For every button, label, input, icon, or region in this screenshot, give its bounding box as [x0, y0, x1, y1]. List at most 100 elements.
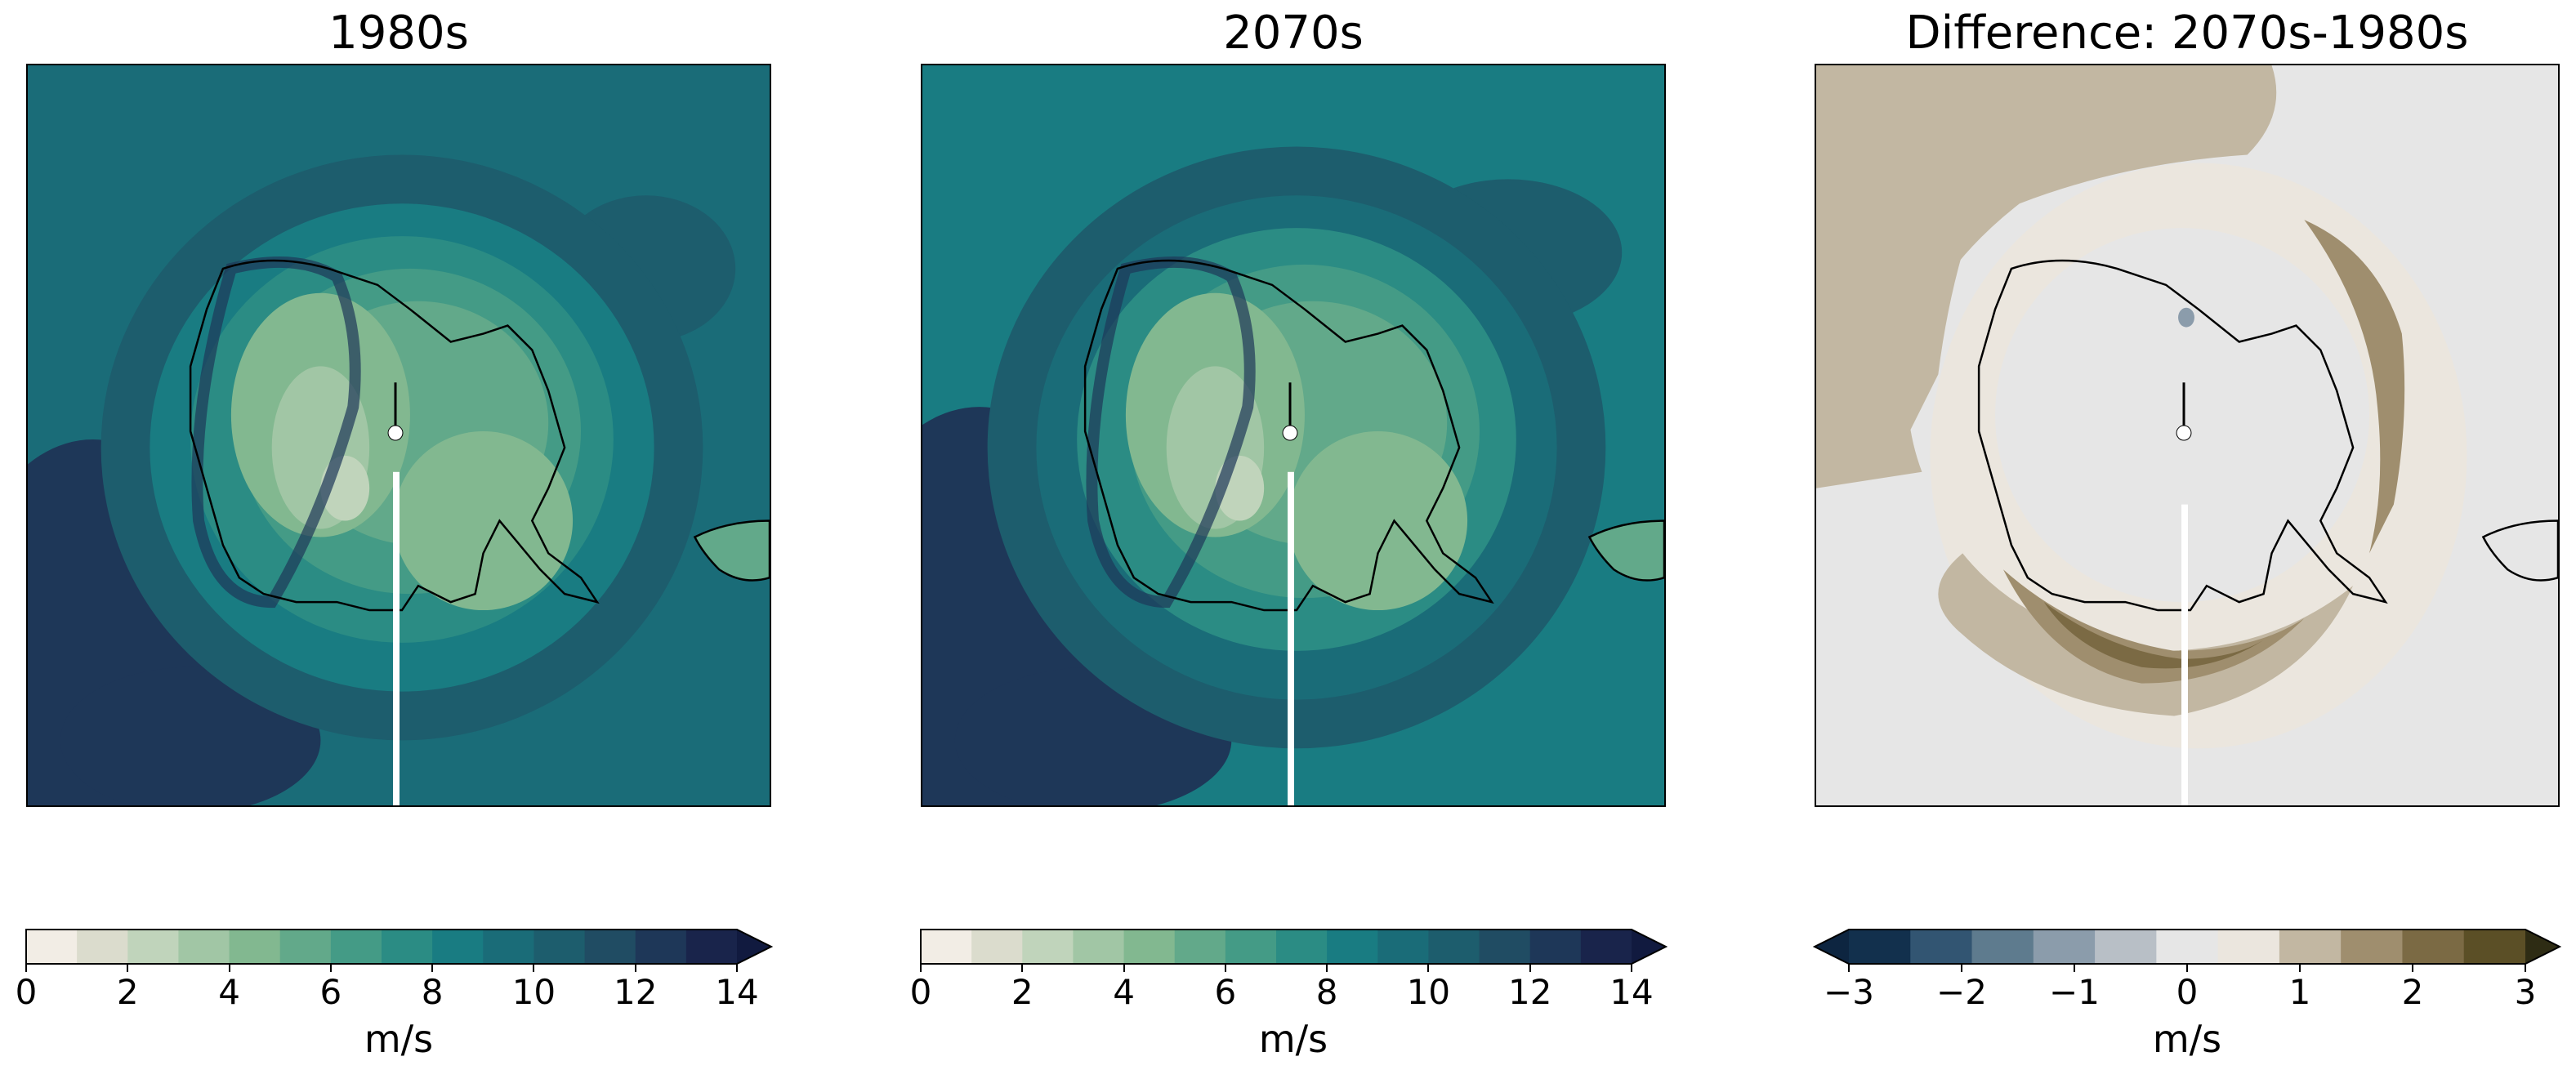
colorbar-tick-label: −2	[1936, 972, 1987, 1012]
colorbar-segment	[2156, 930, 2219, 964]
colorbar-segment	[229, 930, 281, 964]
colorbar-segment	[1849, 930, 1911, 964]
colorbar-tick-mark	[431, 964, 434, 972]
colorbar-segment	[1073, 930, 1125, 964]
colorbar-tick-label: 12	[1507, 972, 1552, 1012]
colorbar-segment	[483, 930, 534, 964]
colorbar-tick-mark	[736, 964, 738, 972]
colorbar-segment	[1174, 930, 1226, 964]
colorbar-tick-label: 4	[218, 972, 240, 1012]
colorbar-tick-mark	[127, 964, 129, 972]
colorbar-segment	[1276, 930, 1328, 964]
colorbar-tick-label: 8	[421, 972, 444, 1012]
colorbar-segment	[26, 930, 78, 964]
colorbar-segment	[178, 930, 230, 964]
colorbar-tick-label: 6	[1214, 972, 1237, 1012]
panel-title-1980s: 1980s	[328, 7, 469, 60]
colorbar-tick-label: 0	[909, 972, 932, 1012]
colorbar-tick-mark	[533, 964, 535, 972]
colorbar-segment	[1225, 930, 1277, 964]
colorbar-segment	[1377, 930, 1429, 964]
colorbar-tick-label: 14	[1609, 972, 1654, 1012]
colorbar-segment	[2341, 930, 2403, 964]
colorbar-tick-label: 2	[1011, 972, 1034, 1012]
colorbar-tick-mark	[329, 964, 332, 972]
colorbar-tick-label: 4	[1113, 972, 1135, 1012]
colorbar-extend-max	[1632, 930, 1666, 964]
colorbar-segment	[330, 930, 382, 964]
wind-speed-map-2070s	[921, 64, 1666, 807]
colorbar-tick-label: 3	[2514, 972, 2537, 1012]
colorbar	[920, 929, 1668, 965]
colorbar-tick-label: 2	[2401, 972, 2424, 1012]
colorbar-tick-label: −1	[2049, 972, 2100, 1012]
colorbar-tick-mark	[1631, 964, 1632, 972]
colorbar-tick-label: 14	[715, 972, 759, 1012]
colorbar-tick-mark	[1961, 964, 1962, 972]
colorbar-extend-min	[1815, 930, 1849, 964]
colorbar-tick-mark	[1123, 964, 1125, 972]
colorbar-tick-label: 6	[319, 972, 342, 1012]
colorbar-tick-mark	[2186, 964, 2188, 972]
wind-speed-difference-map	[1815, 64, 2560, 807]
colorbar-tick-mark	[2525, 964, 2526, 972]
colorbar-segment	[921, 930, 972, 964]
colorbar-tick-mark	[1326, 964, 1328, 972]
colorbar-segment	[279, 930, 332, 964]
colorbar-tick-mark	[1224, 964, 1226, 972]
colorbar-segment	[1428, 930, 1480, 964]
colorbar-extend-max	[737, 930, 771, 964]
colorbar-tick-label: 12	[613, 972, 658, 1012]
colorbar	[25, 929, 774, 965]
colorbar-segment	[1529, 930, 1582, 964]
colorbar-segment	[2033, 930, 2096, 964]
colorbar-tick-label: 1	[2288, 972, 2311, 1012]
colorbar-segment	[1327, 930, 1378, 964]
colorbar-segment	[685, 930, 738, 964]
colorbar-segment	[1971, 930, 2034, 964]
colorbar-tick-label: 0	[2176, 972, 2199, 1012]
colorbar-segment	[2095, 930, 2157, 964]
panel-title-difference: Difference: 2070s-1980s	[1905, 7, 2469, 60]
wind-speed-map-1980s	[26, 64, 771, 807]
colorbar-segment	[635, 930, 687, 964]
colorbar-tick-mark	[1529, 964, 1531, 972]
panel-title-2070s: 2070s	[1223, 7, 1364, 60]
colorbar-segment	[382, 930, 433, 964]
colorbar-segment	[1580, 930, 1632, 964]
colorbar-segment	[127, 930, 179, 964]
colorbar-segment	[1479, 930, 1531, 964]
colorbar-segment	[2217, 930, 2280, 964]
colorbar-tick-label: −3	[1824, 972, 1874, 1012]
colorbar-tick-label: 2	[116, 972, 139, 1012]
colorbar-extend-max	[2525, 930, 2560, 964]
colorbar-segment	[77, 930, 128, 964]
colorbar-tick-mark	[2074, 964, 2075, 972]
colorbar-segment	[971, 930, 1023, 964]
colorbar-tick-mark	[634, 964, 636, 972]
colorbar-unit-label: m/s	[2152, 1017, 2222, 1061]
colorbar-tick-mark	[2299, 964, 2301, 972]
colorbar	[1812, 929, 2562, 965]
colorbar-tick-mark	[1848, 964, 1850, 972]
colorbar-tick-label: 10	[511, 972, 556, 1012]
colorbar-segment	[2279, 930, 2342, 964]
colorbar-segment	[2402, 930, 2465, 964]
colorbar-segment	[1123, 930, 1176, 964]
colorbar-outline	[920, 929, 1668, 965]
colorbar-unit-label: m/s	[1258, 1017, 1328, 1061]
colorbar-tick-label: 10	[1406, 972, 1451, 1012]
colorbar-segment	[1022, 930, 1074, 964]
colorbar-tick-label: 0	[15, 972, 38, 1012]
colorbar-segment	[432, 930, 484, 964]
colorbar-segment	[1910, 930, 1973, 964]
colorbar-segment	[534, 930, 586, 964]
colorbar-tick-mark	[1427, 964, 1430, 972]
colorbar-segment	[2463, 930, 2526, 964]
colorbar-segment	[584, 930, 636, 964]
colorbar-tick-mark	[1021, 964, 1024, 972]
colorbar-tick-mark	[25, 964, 27, 972]
colorbar-outline	[25, 929, 774, 965]
colorbar-tick-mark	[2412, 964, 2413, 972]
colorbar-unit-label: m/s	[364, 1017, 434, 1061]
